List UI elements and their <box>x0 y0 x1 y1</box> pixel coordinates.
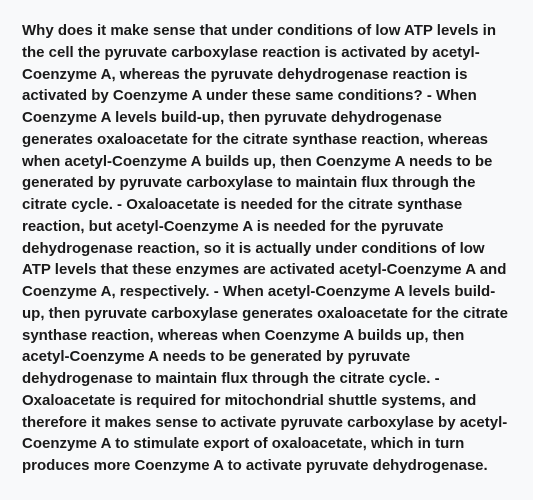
question-card: Why does it make sense that under condit… <box>0 0 533 500</box>
question-text: Why does it make sense that under condit… <box>22 20 511 477</box>
